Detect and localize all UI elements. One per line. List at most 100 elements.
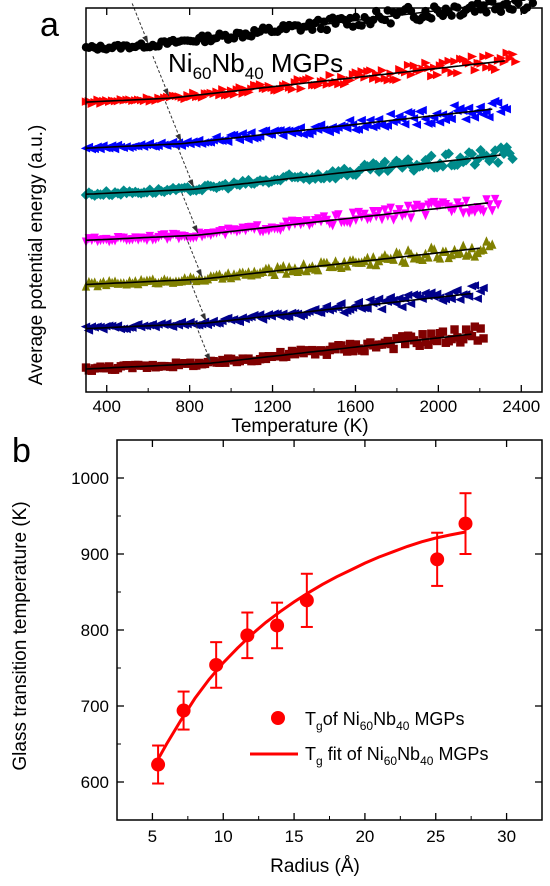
data-point [459,208,468,218]
x-tick-label: 15 [285,827,304,846]
data-point [400,120,410,129]
tg-arrowhead [200,313,207,322]
data-point [405,108,416,118]
data-point [490,194,500,205]
tg-arrowhead [175,133,182,142]
data-point [508,5,517,14]
data-point [479,334,488,343]
tg-arrowhead [196,269,203,278]
data-point [417,105,427,115]
data-point [270,269,279,279]
series-group [80,280,488,335]
data-point [484,112,494,122]
data-point [313,81,324,90]
data-point [484,155,495,167]
data-point [437,161,449,172]
data-point [458,516,473,531]
tg-arrowhead [187,179,194,188]
panel-b-label: b [12,432,31,470]
series-group [81,236,497,291]
data-point [270,618,285,633]
data-point [430,244,439,254]
data-point [479,207,488,217]
legend-label-fit: Tg fit of Ni60Nb40 MGPs [305,744,488,768]
data-point [514,0,523,8]
x-tick-label: 2400 [502,397,540,416]
data-point [345,218,355,228]
data-point [415,341,424,350]
data-point [238,89,248,98]
data-point [186,92,196,102]
data-point [488,206,497,216]
data-point [382,121,392,130]
fit-curve [156,530,466,760]
data-point [328,220,337,231]
data-point [418,202,427,213]
data-point [222,183,234,194]
x-tick-label: 30 [497,827,516,846]
panel-a-xlabel: Temperature (K) [231,416,368,437]
data-point [276,84,286,94]
data-point [461,325,471,334]
data-point [504,148,515,159]
data-point [374,207,384,217]
data-point [406,70,417,79]
data-point [427,14,436,23]
data-point [464,249,474,259]
x-tick-label: 400 [93,397,121,416]
data-point [395,205,404,215]
data-point [447,11,456,20]
data-point [467,331,477,341]
data-point [222,137,233,146]
data-point [446,294,456,304]
x-tick-label: 25 [426,827,445,846]
data-point [505,54,515,63]
data-point [469,281,480,290]
data-point [144,184,156,195]
data-point [389,254,398,264]
data-point [353,297,363,307]
data-point [493,200,503,210]
data-point [453,68,463,78]
data-point [418,330,427,339]
fit-line [85,333,472,370]
data-point [446,114,456,124]
data-point [322,80,333,89]
data-point [443,148,454,159]
data-point [470,322,480,331]
x-tick-label: 1600 [337,397,375,416]
data-point [377,214,387,225]
data-point [455,295,465,304]
data-point [106,189,118,201]
data-point [507,153,518,164]
data-point [312,169,324,180]
tg-arrowhead [204,353,211,362]
data-point [461,196,471,207]
data-point [342,261,352,271]
data-point [496,7,506,17]
data-point [305,74,315,83]
data-point [488,239,497,249]
data-point [229,90,240,99]
data-point [322,25,332,35]
data-point [243,135,253,144]
data-point [354,71,364,81]
data-point [234,179,245,191]
data-point [209,657,224,672]
data-point [452,285,462,295]
data-point [377,66,388,75]
data-point [473,336,482,345]
data-point [406,213,416,223]
fit-line [85,202,489,242]
data-point [356,115,366,125]
data-point [460,155,472,166]
panel-a-label: a [40,6,59,44]
data-point [470,65,481,75]
data-point [362,304,372,313]
data-point [430,552,445,567]
data-point [333,303,343,312]
data-point [438,327,448,336]
data-point [490,65,501,74]
data-point [299,593,314,608]
